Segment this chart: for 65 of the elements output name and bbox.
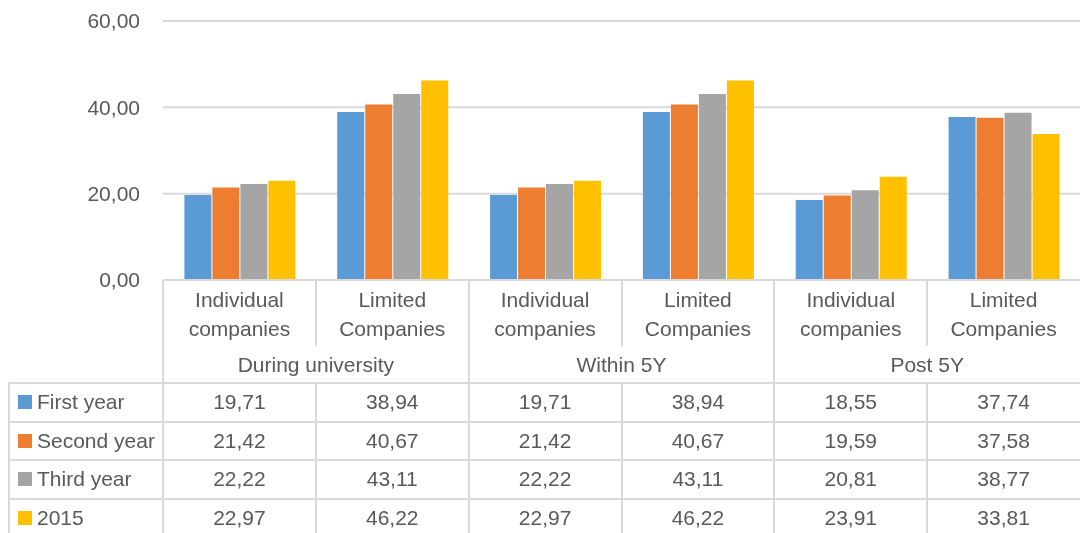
bar [948,117,976,280]
data-label: 22,97 [518,505,572,530]
bar [518,187,546,280]
bar [490,194,518,280]
bar [642,111,670,280]
bar [393,93,421,280]
bar [851,190,879,280]
data-label: 20,81 [824,467,878,492]
data-label: 38,94 [671,390,725,415]
bar [337,111,365,280]
data-label: 22,97 [213,505,266,530]
data-label: 19,71 [213,390,266,415]
bar [670,104,698,280]
x-tick-label: Individual companies [188,288,291,340]
data-label: 46,22 [365,505,419,530]
data-label: 33,81 [977,505,1030,530]
data-label: 43,11 [672,467,724,492]
data-label: 23,91 [824,505,878,530]
legend-label: 2015 [37,505,84,530]
y-tick-label: 20,00 [87,182,140,206]
data-label: 38,94 [365,390,419,415]
legend-label: First year [37,390,125,415]
bar [823,195,851,280]
x-tick-label: Limited Companies [644,288,752,340]
y-tick-label: 60,00 [87,9,140,33]
text: During university [237,353,395,377]
bar [240,184,268,280]
data-label: 22,22 [213,467,266,492]
data-label: 37,58 [977,428,1030,453]
bar [795,199,823,280]
bar [365,104,393,280]
x-tick-label: Limited Companies [950,288,1057,340]
bar [212,187,240,280]
data-label: 18,55 [824,390,878,415]
data-label: 46,22 [671,505,725,530]
x-tick-label: Limited Companies [339,288,446,340]
data-label: 21,42 [213,428,266,453]
bar [698,93,726,280]
bar [976,117,1004,280]
data-label: 43,11 [366,467,418,492]
bar [1032,134,1060,280]
data-label: 40,67 [365,428,419,453]
bar [574,180,602,280]
legend-label: Third year [37,467,132,492]
x-tick-label: Individual companies [799,288,902,340]
bar [879,176,907,280]
data-label: 19,59 [824,428,878,453]
bar [184,194,212,280]
bar [546,184,574,280]
bar [421,80,449,280]
data-label: 22,22 [518,467,572,492]
bar [1004,112,1032,280]
bar [726,80,754,280]
legend-label: Second year [37,428,155,453]
data-label: 40,67 [671,428,725,453]
x-tick-label: Individual companies [494,288,596,340]
bar [268,180,296,280]
text: Within 5Y [576,353,667,377]
data-label: 19,71 [518,390,572,415]
data-label: 37,74 [977,390,1030,415]
y-tick-label: 40,00 [87,95,140,119]
text: Post 5Y [890,353,964,377]
data-label: 38,77 [977,467,1030,492]
data-label: 21,42 [518,428,572,453]
y-tick-label: 0,00 [99,268,140,292]
